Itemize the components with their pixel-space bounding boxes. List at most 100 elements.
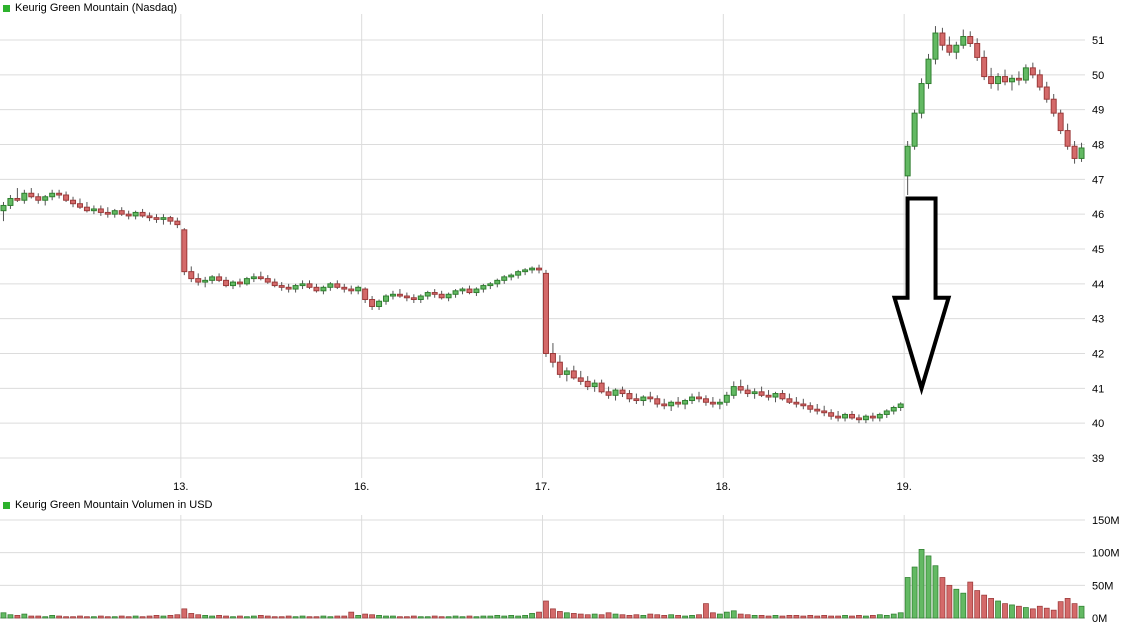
volume-axis-label: 150M <box>1092 515 1120 527</box>
candle-body <box>925 58 932 85</box>
candle-body <box>104 211 111 215</box>
candle-body <box>14 197 21 201</box>
volume-bar <box>132 615 139 619</box>
volume-bar <box>640 615 647 619</box>
volume-bar <box>1050 609 1057 619</box>
volume-bar <box>383 615 389 619</box>
candle-body <box>981 56 988 78</box>
candle-body <box>1071 145 1078 159</box>
price-axis-label: 42 <box>1092 349 1104 361</box>
volume-bar <box>876 614 883 619</box>
volume-bar <box>675 615 681 619</box>
candle-body <box>654 398 661 405</box>
candle-body <box>737 386 744 391</box>
volume-bar <box>63 616 69 619</box>
volume-bar <box>327 616 334 619</box>
volume-bar <box>501 615 508 619</box>
volume-bar <box>654 614 661 619</box>
candle-body <box>35 196 42 201</box>
volume-bar <box>626 615 633 619</box>
candle-body <box>56 192 63 196</box>
volume-bar <box>939 577 946 619</box>
price-axis-label: 47 <box>1092 174 1104 186</box>
volume-bar <box>508 615 515 619</box>
volume-bar <box>1029 608 1036 619</box>
volume-bar <box>306 616 313 619</box>
candle-body <box>139 211 146 217</box>
candle-body <box>1064 130 1071 147</box>
candle-body <box>403 295 410 299</box>
candle-body <box>410 297 417 301</box>
candle-body <box>202 279 209 283</box>
volume-bar <box>459 616 466 619</box>
volume-bar <box>543 600 549 619</box>
candle-body <box>188 271 195 280</box>
candle-body <box>932 32 939 60</box>
volume-bar <box>320 615 327 619</box>
volume-bar <box>21 613 28 619</box>
candle-body <box>341 286 348 290</box>
volume-bar <box>814 615 821 619</box>
candle-body <box>668 401 675 407</box>
volume-bar <box>1071 603 1078 619</box>
candle-body <box>209 276 216 281</box>
volume-bar <box>431 615 438 619</box>
candle-body <box>487 283 494 287</box>
candle-body <box>918 83 925 114</box>
candle-body <box>417 295 424 301</box>
volume-bar <box>619 614 626 619</box>
volume-bar <box>563 612 570 619</box>
candle-body <box>619 389 626 395</box>
volume-bar <box>174 614 181 619</box>
candle-body <box>473 288 480 294</box>
volume-bar <box>230 616 236 619</box>
volume-bar <box>466 615 473 619</box>
candle-body <box>814 408 821 412</box>
candle-body <box>939 32 946 46</box>
volume-bar <box>84 616 90 619</box>
candle-body <box>508 274 515 278</box>
volume-bar <box>779 615 786 619</box>
candle-body <box>49 192 56 198</box>
price-chart-title-text: Keurig Green Mountain (Nasdaq) <box>15 2 178 14</box>
price-axis-label: 43 <box>1092 314 1104 326</box>
candle-body <box>876 413 883 419</box>
candle-body <box>1043 86 1050 100</box>
candle-body <box>633 398 640 402</box>
volume-bar <box>751 615 758 619</box>
volume-bar <box>807 615 814 619</box>
candle-body <box>271 281 278 287</box>
price-axis-label: 39 <box>1092 453 1104 465</box>
candle-body <box>174 220 181 226</box>
candle-body <box>967 36 974 44</box>
volume-bar <box>577 613 584 619</box>
volume-bar <box>723 611 730 619</box>
volume-bar <box>376 615 382 619</box>
candle-body <box>529 267 536 271</box>
volume-bar <box>703 603 709 619</box>
candle-body <box>591 382 598 388</box>
volume-bar <box>1057 601 1064 619</box>
volume-bar <box>167 615 174 619</box>
volume-bar <box>146 615 153 619</box>
candle-body <box>21 192 28 201</box>
volume-bar <box>480 615 487 619</box>
volume-bar <box>473 616 480 619</box>
candle-body <box>911 112 918 147</box>
volume-bar <box>730 610 737 619</box>
volume-bar <box>118 615 125 619</box>
candle-body <box>424 292 431 297</box>
candle-body <box>570 370 577 379</box>
candle-body <box>598 382 605 393</box>
down-arrow-annotation <box>891 196 952 396</box>
candle-body <box>431 292 438 295</box>
x-axis-label: 19. <box>897 481 912 493</box>
candle-body <box>549 353 556 363</box>
volume-bar <box>0 612 7 619</box>
candle-body <box>953 44 960 53</box>
volume-bar <box>410 615 417 619</box>
volume-bar <box>737 613 744 619</box>
volume-bar <box>494 615 501 619</box>
candle-body <box>765 394 772 398</box>
volume-chart-title-text: Keurig Green Mountain Volumen in USD <box>15 499 213 511</box>
